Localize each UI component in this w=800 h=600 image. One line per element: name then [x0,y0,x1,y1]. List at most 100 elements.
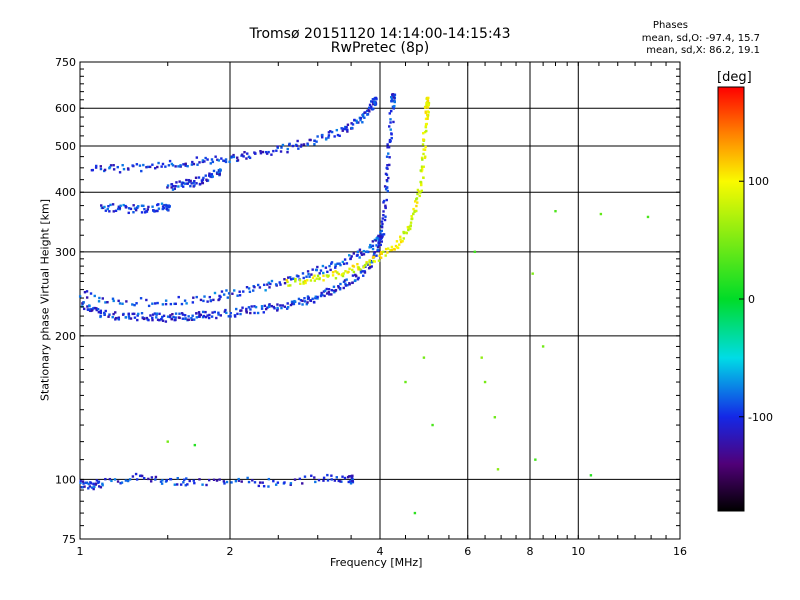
data-point [303,297,306,300]
data-point [164,302,168,306]
data-point [237,479,241,482]
data-point [174,302,177,306]
data-point [359,117,363,120]
data-point [320,294,323,297]
data-point [79,479,82,482]
data-point [318,277,321,281]
data-point [101,206,105,210]
data-point [356,278,360,281]
data-point [387,152,390,155]
data-point [303,475,307,478]
data-point [313,143,316,146]
data-point [166,440,169,443]
data-point [200,179,204,182]
data-point [254,305,258,309]
data-point [356,250,360,253]
data-point [147,205,150,209]
data-point [176,476,179,480]
data-point [341,129,344,132]
data-point [82,301,85,304]
data-point [132,211,135,214]
data-point [167,164,171,167]
data-point [347,480,350,484]
data-point [302,143,306,146]
data-point [253,285,256,289]
data-point [372,102,375,106]
data-point [107,315,110,318]
data-point [180,312,184,315]
data-point [216,158,219,161]
data-point [117,299,120,303]
data-point [368,106,371,109]
data-point [333,479,337,482]
data-point [330,130,334,134]
data-point [185,477,188,480]
data-point [187,178,191,182]
data-point [99,311,103,314]
x-tick-label: 10 [571,545,585,558]
data-point [185,178,188,182]
data-point [384,204,387,207]
data-point [380,233,383,236]
data-point [270,153,273,156]
data-point [380,240,383,243]
data-point [388,163,391,167]
data-point [350,126,353,130]
data-point [267,477,271,481]
data-point [103,168,107,172]
data-point [316,297,319,300]
data-point [313,279,317,282]
data-point [189,179,192,183]
data-point [85,290,89,293]
data-point [168,315,172,319]
data-point [101,297,104,300]
data-point [99,309,102,312]
data-point [279,304,282,307]
data-point [184,162,187,165]
data-point [114,311,117,314]
data-point [92,487,95,491]
data-point [118,171,122,174]
data-point [276,146,279,149]
data-point [207,316,211,320]
data-point [141,316,144,319]
data-point [228,160,231,164]
data-point [385,186,389,189]
data-point [423,148,427,151]
data-point [167,205,171,209]
x-tick-label: 4 [377,545,384,558]
data-point [388,156,391,159]
data-point [265,152,269,155]
data-point [372,252,376,255]
data-point [196,163,199,166]
y-tick-label: 200 [55,330,76,343]
data-point [109,203,112,207]
data-point [264,150,268,154]
data-point [147,318,150,322]
data-point [425,101,428,105]
data-point [311,276,315,280]
data-point [390,136,393,140]
data-point [133,316,137,319]
data-point [419,191,422,194]
data-point [424,155,427,158]
data-point [164,299,168,302]
data-point [368,103,372,107]
data-point [134,208,138,212]
data-point [208,313,211,317]
data-point [420,165,424,168]
data-point [135,163,139,166]
data-point [127,312,130,315]
data-point [276,303,279,306]
data-point [178,316,181,320]
data-point [313,274,316,277]
data-point [425,103,428,106]
data-point [415,204,418,208]
data-point [409,221,413,224]
data-point [346,128,349,132]
data-point [359,269,363,272]
data-point [384,254,387,257]
data-point [279,283,282,286]
data-point [308,138,311,142]
data-point [392,96,395,99]
